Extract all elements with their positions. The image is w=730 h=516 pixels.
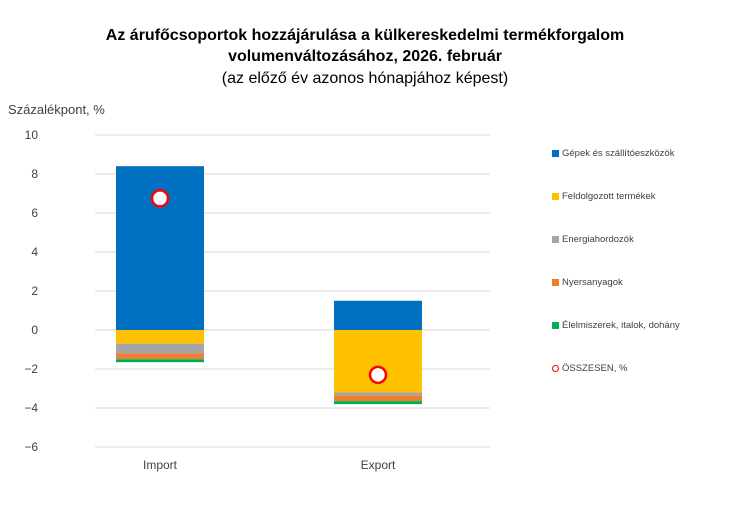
x-tick-label: Export bbox=[361, 458, 396, 472]
legend-swatch-icon bbox=[552, 150, 559, 157]
legend-item: Nyersanyagok bbox=[552, 277, 623, 288]
bar-segment bbox=[116, 353, 204, 360]
legend-swatch-icon bbox=[552, 193, 559, 200]
legend-swatch-icon bbox=[552, 322, 559, 329]
y-tick-label: 2 bbox=[31, 284, 38, 298]
y-tick-label: 6 bbox=[31, 206, 38, 220]
bar-segment bbox=[334, 300, 422, 330]
y-tick-label: 10 bbox=[25, 128, 39, 142]
y-tick-label: 4 bbox=[31, 245, 38, 259]
y-axis-label: Százalékpont, % bbox=[8, 102, 105, 117]
legend-label: Élelmiszerek, italok, dohány bbox=[562, 320, 680, 331]
legend-item: ÖSSZESEN, % bbox=[552, 363, 627, 374]
chart-title: Az árufőcsoportok hozzájárulása a külker… bbox=[105, 27, 625, 44]
total-marker bbox=[368, 365, 388, 385]
bar-segment bbox=[334, 401, 422, 405]
y-tick-label: −6 bbox=[24, 440, 38, 454]
legend-item: Feldolgozott termékek bbox=[552, 191, 655, 202]
legend-item: Energiahordozók bbox=[552, 234, 634, 245]
bar-segment bbox=[334, 395, 422, 402]
legend-item: Gépek és szállítóeszközök bbox=[552, 148, 674, 159]
legend-label: ÖSSZESEN, % bbox=[562, 363, 628, 374]
chart-title-line2: volumenváltozásához, 2026. február bbox=[228, 48, 502, 65]
total-marker bbox=[150, 189, 170, 208]
legend-label: Feldolgozott termékek bbox=[562, 191, 656, 202]
chart-subtitle: (az előző év azonos hónapjához képest) bbox=[221, 70, 509, 87]
y-tick-label: −4 bbox=[24, 401, 38, 415]
bar-segment bbox=[116, 343, 204, 354]
legend-label: Energiahordozók bbox=[562, 234, 634, 245]
bar-segment bbox=[116, 359, 204, 363]
y-tick-label: −2 bbox=[24, 362, 38, 376]
legend-swatch-icon bbox=[552, 236, 559, 243]
bar-segment bbox=[334, 392, 422, 396]
bar-segment bbox=[116, 330, 204, 344]
y-tick-label: 8 bbox=[31, 167, 38, 181]
x-tick-label: Import bbox=[143, 458, 178, 472]
legend-marker-circle-icon bbox=[552, 365, 559, 372]
legend-swatch-icon bbox=[552, 279, 559, 286]
legend-label: Nyersanyagok bbox=[562, 277, 623, 288]
legend-item: Élelmiszerek, italok, dohány bbox=[552, 320, 680, 331]
y-tick-label: 0 bbox=[31, 323, 38, 337]
legend-label: Gépek és szállítóeszközök bbox=[562, 148, 675, 159]
